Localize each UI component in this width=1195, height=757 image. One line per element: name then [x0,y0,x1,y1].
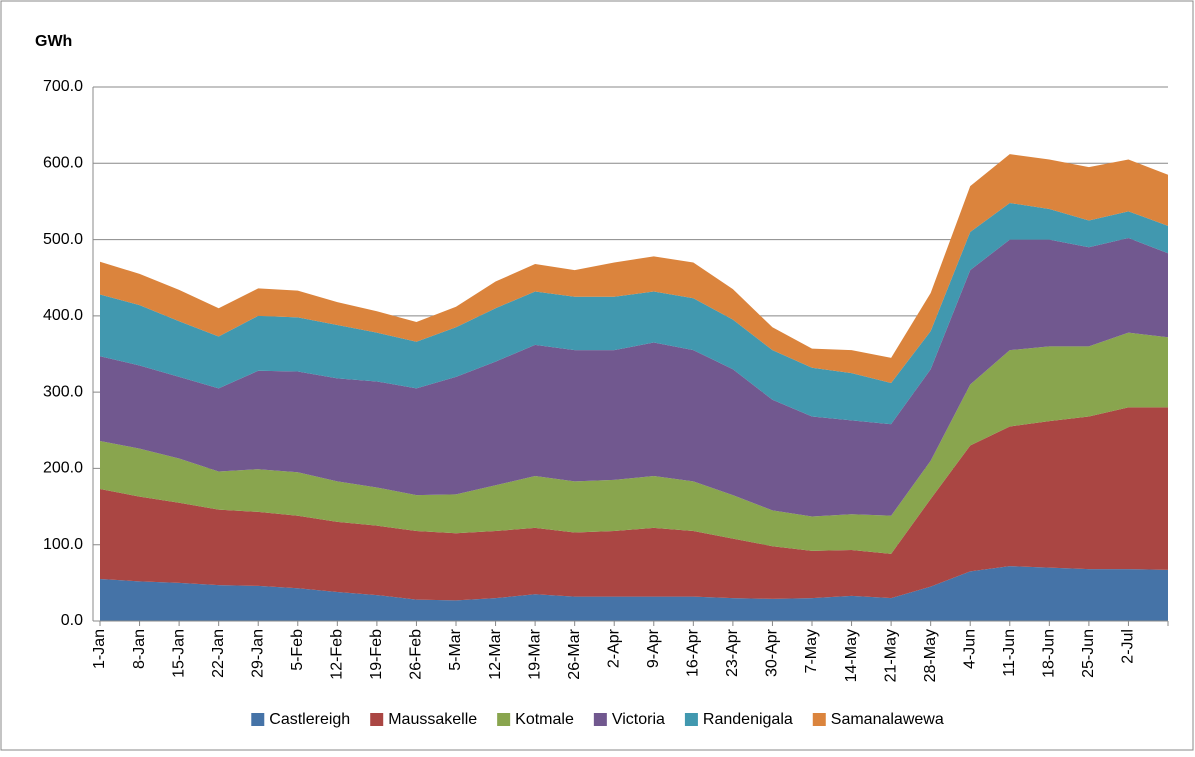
legend-swatch [684,713,698,726]
x-tick-label: 9-Apr [645,628,662,668]
x-tick-label: 12-Mar [487,628,504,679]
area [100,332,1168,554]
area [100,407,1168,601]
y-tick-label: 0.0 [61,612,83,629]
x-tick-label: 7-May [803,629,820,673]
legend-swatch [370,713,384,726]
x-tick-label: 30-Apr [764,628,781,677]
x-tick-label: 18-Jun [1041,629,1058,678]
x-tick-label: 14-May [843,629,860,682]
legend-label: Kotmale [515,711,574,728]
legend-swatch [251,713,265,726]
x-tick-label: 26-Mar [566,628,583,679]
legend-label: Maussakelle [388,711,477,728]
x-tick-label: 21-May [882,629,899,682]
legend-swatch [812,713,826,726]
area [100,202,1168,425]
x-tick-label: 23-Apr [724,628,741,677]
x-tick-label: 4-Jun [961,629,978,669]
x-tick-label: 19-Mar [526,628,543,679]
y-tick-label: 700.0 [43,78,83,95]
area [100,566,1168,621]
y-tick-label: 400.0 [43,307,83,324]
x-tick-label: 22-Jan [210,629,227,678]
y-tick-label: 500.0 [43,231,83,248]
x-tick-label: 26-Feb [408,629,425,680]
legend-swatch [497,713,511,726]
x-tick-label: 2-Apr [605,628,622,668]
y-axis-label: GWh [35,33,72,50]
legend-swatch [593,713,607,726]
y-tick-label: 600.0 [43,155,83,172]
x-tick-label: 2-Jul [1120,629,1137,664]
y-tick-label: 200.0 [43,460,83,477]
x-tick-label: 25-Jun [1080,629,1097,678]
legend-label: Victoria [612,711,665,728]
x-tick-label: 19-Feb [368,629,385,680]
x-tick-label: 8-Jan [131,629,148,669]
x-tick-label: 12-Feb [329,629,346,680]
x-tick-label: 16-Apr [685,628,702,677]
legend-label: Castlereigh [269,711,350,728]
x-tick-label: 29-Jan [249,629,266,678]
y-tick-label: 100.0 [43,536,83,553]
x-tick-label: 28-May [922,629,939,682]
legend: Castlereigh Maussakelle Kotmale Victoria Ran… [251,711,944,728]
x-tick-label: 1-Jan [91,629,108,669]
legend-label: Randenigala [703,711,793,728]
area [100,154,1168,383]
legend-label: Samanalawewa [831,711,944,728]
x-tick-label: 5-Mar [447,628,464,670]
y-tick-label: 300.0 [43,383,83,400]
x-tick-label: 5-Feb [289,629,306,671]
area [100,238,1168,517]
x-tick-label: 11-Jun [1001,629,1018,677]
x-tick-label: 15-Jan [170,629,187,678]
